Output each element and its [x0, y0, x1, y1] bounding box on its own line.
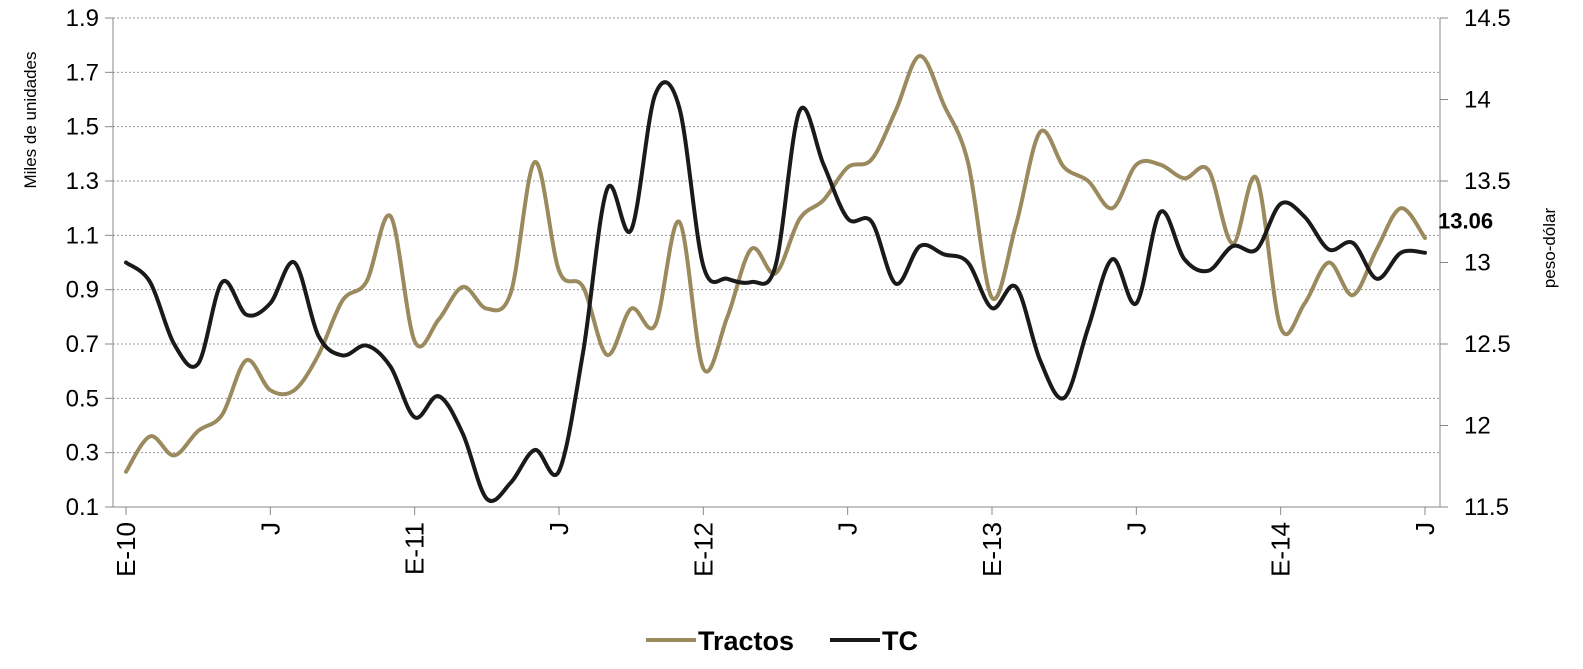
legend: Tractos TC: [646, 626, 918, 656]
x-tick-label: E-12: [688, 522, 718, 577]
legend-label: Tractos: [698, 626, 794, 656]
right-tick-label: 14: [1464, 87, 1491, 114]
x-tick-label: J: [544, 522, 574, 535]
x-tick-label: E-14: [1266, 522, 1296, 577]
x-tick-label: J: [833, 522, 863, 535]
legend-label: TC: [882, 626, 918, 656]
x-tick-label: E-11: [400, 522, 430, 575]
x-tick-label: J: [255, 522, 285, 535]
left-tick-label: 1.7: [66, 59, 99, 86]
x-tick-label: J: [1410, 522, 1440, 535]
left-tick-label: 0.7: [66, 331, 99, 358]
left-tick-label: 1.9: [66, 5, 99, 32]
left-tick-label: 0.3: [66, 440, 99, 467]
right-tick-label: 12.5: [1464, 331, 1511, 358]
right-tick-label: 13: [1464, 250, 1491, 277]
left-y-ticks: 0.1 0.3 0.5 0.7 0.9 1.1 1.3 1.5 1.7 1.9: [66, 5, 113, 521]
right-tick-label: 14.5: [1464, 5, 1511, 32]
right-axis-label: peso-dólar: [1540, 207, 1559, 288]
left-tick-label: 1.1: [66, 222, 99, 249]
x-tick-label: E-10: [111, 522, 141, 577]
x-tick-label: E-13: [977, 522, 1007, 577]
left-tick-label: 1.5: [66, 114, 99, 141]
last-value-annotation: 13.06: [1438, 209, 1493, 234]
gridlines: [113, 17, 1440, 454]
series-lines: [124, 54, 1427, 503]
series-line-tractos: [124, 54, 1427, 474]
series-line-tc: [124, 80, 1427, 503]
left-tick-label: 1.3: [66, 168, 99, 195]
right-y-ticks: 11.5 12 12.5 13 13.5 14 14.5: [1440, 5, 1511, 521]
x-tick-label: J: [1121, 522, 1151, 535]
left-tick-label: 0.1: [66, 494, 99, 521]
left-tick-label: 0.9: [66, 277, 99, 304]
x-axis-ticks: E-10 J E-11 J E-12 J E-13 J E-14 J: [111, 507, 1440, 577]
right-tick-label: 12: [1464, 413, 1491, 440]
left-axis-label: Miles de unidades: [21, 51, 40, 188]
left-tick-label: 0.5: [66, 385, 99, 412]
annotations: 13.06: [1438, 209, 1493, 234]
right-tick-label: 11.5: [1464, 494, 1509, 521]
right-tick-label: 13.5: [1464, 168, 1511, 195]
